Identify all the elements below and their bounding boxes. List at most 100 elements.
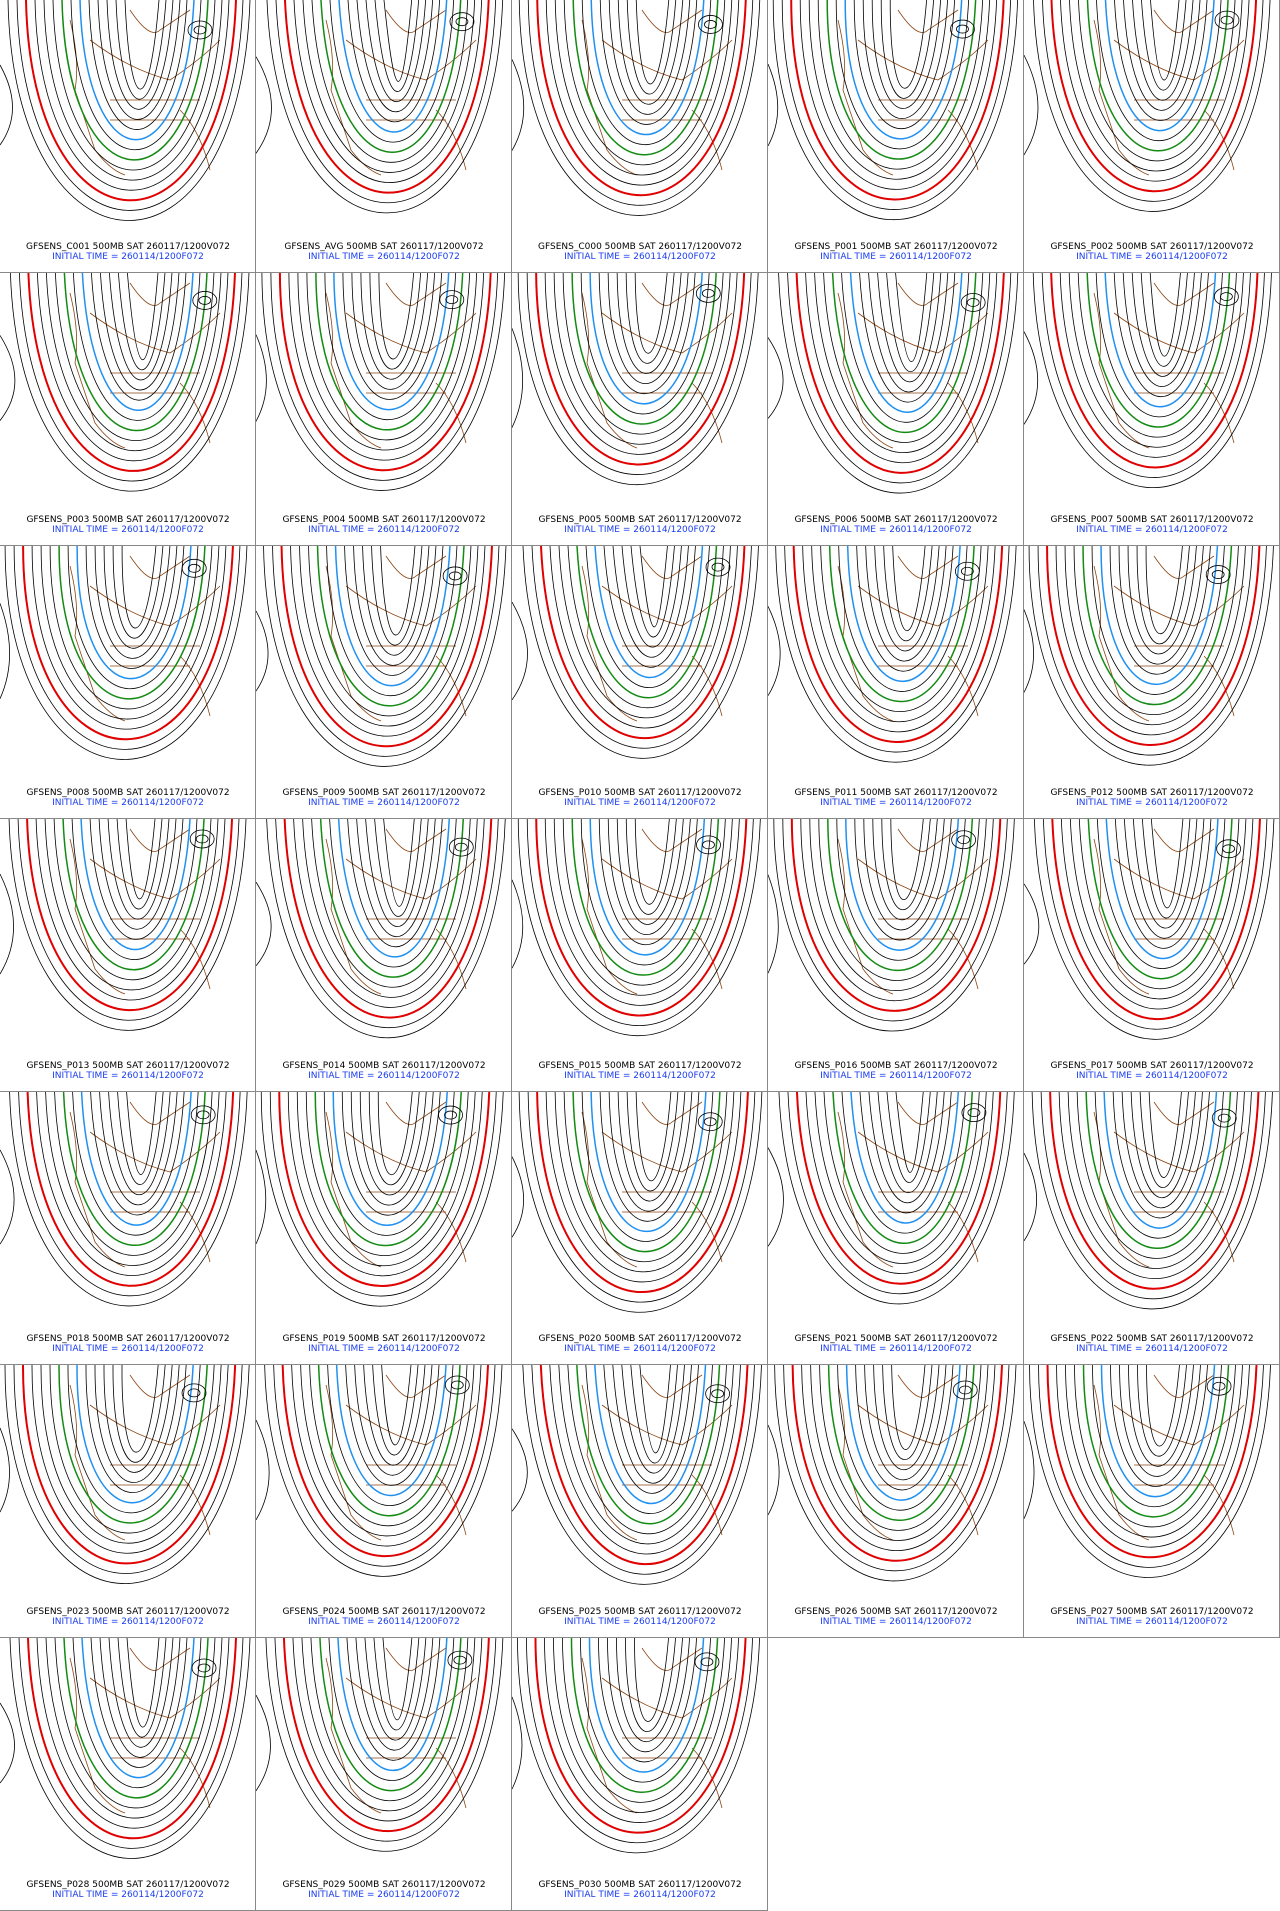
contour xyxy=(1096,0,1222,142)
panel-label: GFSENS_P003 500MB SAT 260117/1200V072 xyxy=(26,515,230,525)
contour xyxy=(554,0,733,176)
contour xyxy=(99,1092,178,1206)
contour xyxy=(256,1419,270,1521)
contour xyxy=(45,273,222,452)
contour xyxy=(553,1638,732,1813)
contour xyxy=(1110,1365,1208,1487)
contour xyxy=(599,1092,700,1222)
low-center xyxy=(957,835,971,845)
contour xyxy=(544,819,740,1006)
contour xyxy=(337,819,450,958)
panel-label: GFSENS_P002 500MB SAT 260117/1200V072 xyxy=(1050,242,1254,252)
contour xyxy=(53,819,212,981)
contour xyxy=(837,1365,968,1511)
contour xyxy=(845,1365,961,1501)
contour xyxy=(45,1092,220,1266)
map xyxy=(256,1365,503,1577)
contour xyxy=(1069,819,1247,1000)
contour xyxy=(0,1427,10,1513)
contour xyxy=(323,1092,455,1236)
contour xyxy=(329,0,455,143)
map xyxy=(256,273,506,491)
contour xyxy=(293,0,483,183)
contour xyxy=(773,819,1015,1032)
contour xyxy=(1032,273,1272,488)
contour xyxy=(89,819,184,940)
contour xyxy=(328,1638,455,1781)
map xyxy=(0,546,248,760)
contour xyxy=(1046,1365,1258,1559)
contour xyxy=(814,1092,987,1264)
low-center xyxy=(697,1112,723,1132)
contour xyxy=(256,56,272,154)
forecast-panel: GFSENS_P019 500MB SAT 260117/1200V072 INI… xyxy=(256,1092,512,1365)
low-center xyxy=(449,12,475,32)
initial-time: INITIAL TIME = 260114/1200F072 xyxy=(564,1344,716,1354)
contour xyxy=(588,1638,705,1773)
low-center xyxy=(954,561,980,581)
contour xyxy=(121,546,157,629)
contour xyxy=(808,0,991,180)
contour xyxy=(863,819,945,931)
initial-time: INITIAL TIME = 260114/1200F072 xyxy=(820,252,972,262)
contour xyxy=(377,1092,413,1176)
contour xyxy=(1085,1092,1232,1250)
contour xyxy=(335,1365,447,1497)
panel-label: GFSENS_P025 500MB SAT 260117/1200V072 xyxy=(538,1607,742,1617)
map xyxy=(0,819,247,1031)
forecast-panel: GFSENS_P027 500MB SAT 260117/1200V072 INI… xyxy=(1024,1365,1280,1638)
contour xyxy=(342,273,443,400)
low-center xyxy=(961,1103,987,1123)
contour xyxy=(373,1638,420,1731)
contour xyxy=(26,1092,235,1287)
contour xyxy=(598,1638,697,1763)
initial-time: INITIAL TIME = 260114/1200F072 xyxy=(308,525,460,535)
contour xyxy=(256,881,272,967)
low-center xyxy=(187,1388,201,1398)
contour xyxy=(22,1365,237,1565)
low-center xyxy=(453,1655,467,1665)
contour xyxy=(278,273,492,472)
contour xyxy=(522,1365,762,1585)
contour xyxy=(381,1365,412,1446)
low-center xyxy=(701,288,715,298)
contour xyxy=(13,1365,243,1574)
contour xyxy=(1118,546,1204,665)
contour xyxy=(544,273,738,455)
contour xyxy=(1132,0,1194,101)
initial-time: INITIAL TIME = 260114/1200F072 xyxy=(308,1071,460,1081)
contour xyxy=(372,1365,419,1456)
coastline xyxy=(69,555,221,722)
contour xyxy=(90,1638,188,1768)
panel-label: GFSENS_P022 500MB SAT 260117/1200V072 xyxy=(1050,1334,1254,1344)
contour xyxy=(621,1365,685,1474)
contour xyxy=(819,1365,982,1531)
forecast-panel: GFSENS_P028 500MB SAT 260117/1200V072 INI… xyxy=(0,1638,256,1911)
contour xyxy=(782,819,1008,1022)
contour xyxy=(80,819,191,951)
map xyxy=(512,546,759,759)
contour xyxy=(256,334,267,422)
contour xyxy=(329,819,457,968)
contour xyxy=(607,819,691,936)
low-center xyxy=(960,293,986,312)
panel-label: GFSENS_P001 500MB SAT 260117/1200V072 xyxy=(794,242,998,252)
contour xyxy=(355,1638,434,1751)
initial-time: INITIAL TIME = 260114/1200F072 xyxy=(1076,525,1228,535)
contour xyxy=(265,1638,504,1852)
contour xyxy=(882,1365,933,1461)
forecast-panel: GFSENS_C001 500MB SAT 260117/1200V072 INI… xyxy=(0,0,256,273)
contour xyxy=(823,1092,980,1254)
contour xyxy=(1082,1365,1230,1518)
forecast-panel: GFSENS_P022 500MB SAT 260117/1200V072 INI… xyxy=(1024,1092,1280,1365)
contour xyxy=(341,1092,441,1216)
contour xyxy=(828,546,975,703)
forecast-panel: GFSENS_P024 500MB SAT 260117/1200V072 INI… xyxy=(256,1365,512,1638)
map xyxy=(1024,546,1274,766)
initial-time: INITIAL TIME = 260114/1200F072 xyxy=(308,798,460,808)
panel-label: GFSENS_P027 500MB SAT 260117/1200V072 xyxy=(1050,1607,1254,1617)
contour xyxy=(272,546,500,757)
contour xyxy=(1136,546,1190,645)
contour xyxy=(1096,819,1226,969)
